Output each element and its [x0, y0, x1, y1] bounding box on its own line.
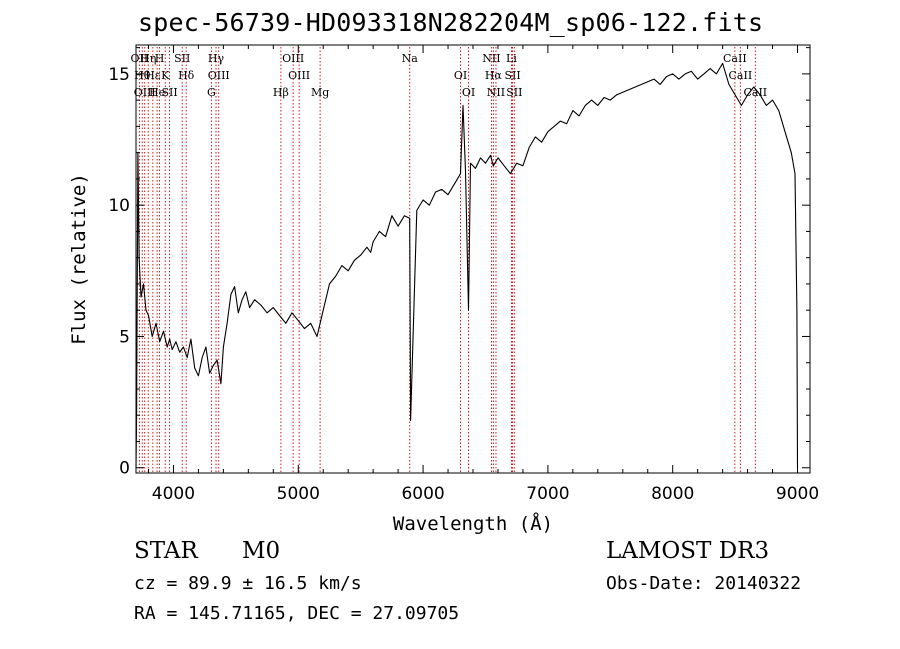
- spectral-line-label: Li: [506, 52, 517, 65]
- x-tick-label: 4000: [152, 484, 195, 504]
- y-axis-label: Flux (relative): [68, 173, 90, 345]
- spectral-line-label: Hγ: [208, 52, 225, 65]
- spectral-line-label: CaII: [723, 52, 747, 65]
- spectral-line-label: NII: [482, 52, 500, 65]
- spectral-line-label: Mg: [311, 86, 329, 99]
- x-tick-label: 5000: [277, 484, 320, 504]
- spectral-line-markers: [138, 47, 756, 473]
- x-axis-label: Wavelength (Å): [393, 512, 553, 535]
- redshift-cz-text: cz = 89.9 ± 16.5 km/s: [134, 573, 362, 594]
- x-tick-label: 9000: [776, 484, 819, 504]
- spectral-line-label: Na: [402, 52, 419, 65]
- x-tick-label: 6000: [401, 484, 444, 504]
- y-tick-label: 15: [108, 65, 130, 85]
- spectral-line-label: OIII: [282, 52, 304, 65]
- object-class-label: STAR: [134, 538, 198, 564]
- spectral-line-label: SII: [504, 69, 520, 82]
- spectral-line-label: NII: [487, 86, 505, 99]
- spectral-line-label: K: [161, 69, 170, 82]
- spectral-line-label: OIII: [134, 86, 156, 99]
- x-axis-ticks: 4000 5000 6000 7000 8000 9000: [147, 45, 819, 504]
- plot-frame: [135, 44, 811, 474]
- spectral-line-label: OIII: [288, 69, 310, 82]
- spectral-line-label: Hβ: [273, 86, 289, 99]
- spectral-line-label: OI: [462, 86, 475, 99]
- spectral-line-label: G: [207, 86, 216, 99]
- y-tick-label: 10: [108, 196, 130, 216]
- spectral-line-label: OIII: [208, 69, 230, 82]
- spectral-line-label: Hθ: [134, 69, 151, 82]
- y-tick-label: 0: [119, 459, 130, 479]
- x-tick-label: 8000: [651, 484, 694, 504]
- spectrum-series-line: [135, 62, 799, 468]
- y-axis-ticks: 0 5 10 15: [108, 47, 810, 479]
- spectral-line-label: Hη: [140, 52, 156, 65]
- y-tick-label: 5: [119, 327, 130, 347]
- observation-date-text: Obs-Date: 20140322: [606, 573, 802, 594]
- chart-title: spec-56739-HD093318N282204M_sp06-122.fit…: [138, 8, 764, 37]
- survey-label: LAMOST DR3: [606, 538, 770, 564]
- spectral-line-label: Hδ: [178, 69, 195, 82]
- spectral-line-label: SII: [174, 52, 190, 65]
- spectral-line-label: OII: [131, 52, 149, 65]
- object-subclass-label: M0: [242, 538, 281, 564]
- spectral-line-label: OI: [454, 69, 467, 82]
- spectral-line-label: Hε: [145, 69, 161, 82]
- spectral-line-label: SII: [506, 86, 522, 99]
- ra-dec-coordinates-text: RA = 145.71165, DEC = 27.09705: [134, 603, 460, 624]
- spectral-line-label: CaII: [743, 86, 767, 99]
- x-tick-label: 7000: [526, 484, 569, 504]
- spectral-line-label: CaII: [729, 69, 753, 82]
- spectral-line-labels: OIIHθOIIIHηHεHeHKSIISIIHδGHγOIIIHβOIIIOI…: [131, 52, 768, 99]
- spectral-line-label: H: [155, 52, 165, 65]
- spectral-line-label: SII: [161, 86, 177, 99]
- spectral-line-label: Hα: [485, 69, 503, 82]
- spectral-line-label: He: [149, 86, 165, 99]
